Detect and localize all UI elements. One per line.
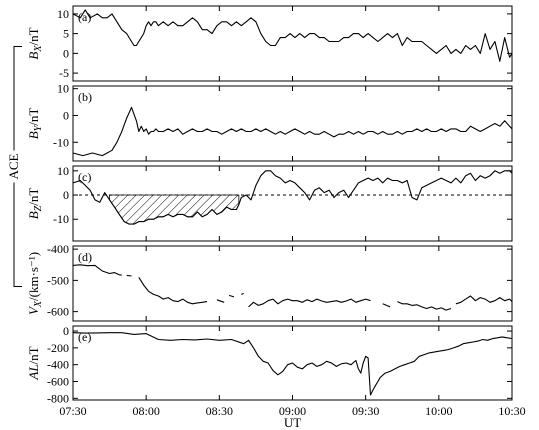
y-tick-label: -800	[47, 391, 69, 405]
data-line	[72, 264, 122, 276]
panel-tag: (c)	[78, 170, 91, 184]
ace-label: ACE	[6, 153, 21, 179]
y-tick-label: 0	[63, 108, 69, 122]
y-axis-label: AL/nT	[26, 346, 41, 380]
y-axis-label: BX/nT	[26, 27, 44, 59]
y-tick-label: -200	[47, 341, 69, 355]
panel-frame	[72, 5, 513, 82]
data-line	[72, 170, 513, 225]
y-axis-label: BZ/nT	[26, 188, 44, 220]
y-tick-label: -400	[47, 358, 69, 372]
data-line	[382, 303, 391, 308]
panel-tag: (e)	[78, 330, 91, 344]
y-tick-label: 5	[63, 27, 69, 41]
shaded-southward-interval	[109, 194, 240, 225]
y-tick-label: -600	[47, 375, 69, 389]
x-tick-label: 08:00	[132, 404, 159, 418]
data-line	[241, 292, 244, 295]
y-tick-label: -500	[47, 273, 69, 287]
y-tick-label: -600	[47, 305, 69, 319]
data-line	[216, 299, 225, 303]
data-line	[72, 332, 513, 396]
data-line	[455, 295, 513, 305]
x-tick-label: 10:00	[425, 404, 452, 418]
panel-tag: (d)	[78, 250, 92, 264]
y-tick-label: -10	[53, 212, 69, 226]
x-axis-title: UT	[284, 415, 301, 430]
data-line	[126, 274, 132, 277]
x-tick-label: 09:30	[352, 404, 379, 418]
y-tick-label: 10	[57, 164, 69, 178]
y-axis-label: BY/nT	[26, 108, 44, 140]
x-tick-label: 08:30	[206, 404, 233, 418]
panel-frame	[72, 85, 513, 162]
y-axis-label: VX/(km·s⁻¹)	[26, 252, 44, 315]
x-tick-label: 09:00	[279, 404, 306, 418]
panel-tag: (b)	[78, 90, 92, 104]
y-tick-label: 0	[63, 188, 69, 202]
data-line	[228, 294, 235, 298]
panel-5: (e) 0 -200 -400 -600 -800 AL/nT	[26, 324, 513, 405]
data-line	[248, 298, 371, 308]
x-tick-label: 07:30	[59, 404, 86, 418]
data-line	[138, 277, 208, 305]
ace-label-gap	[6, 150, 22, 183]
data-line	[72, 9, 513, 62]
y-tick-label: -10	[53, 135, 69, 149]
panel-2: (b) 10 0 -10 BY/nT	[26, 82, 513, 162]
panel-3: (c) 10 0 -10 BZ/nT	[26, 164, 513, 242]
data-line	[72, 106, 513, 157]
data-line	[397, 301, 452, 311]
x-tick-label: 10:30	[498, 404, 525, 418]
y-tick-label: -5	[59, 66, 69, 80]
y-tick-label: -400	[47, 242, 69, 256]
y-tick-label: 0	[63, 46, 69, 60]
y-tick-label: 0	[63, 324, 69, 338]
y-tick-label: 10	[57, 7, 69, 21]
y-tick-label: 10	[57, 82, 69, 96]
